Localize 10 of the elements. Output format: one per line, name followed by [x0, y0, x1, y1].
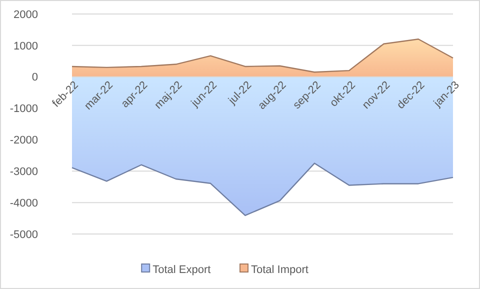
y-tick-label: -2000	[10, 134, 38, 147]
y-tick-label: 1000	[14, 40, 38, 52]
y-tick-label: -3000	[10, 166, 38, 178]
y-tick-label: -1000	[10, 103, 38, 116]
y-tick-label: -4000	[10, 197, 38, 210]
y-tick-label: 0	[32, 72, 38, 84]
legend-label: Total Import	[251, 264, 308, 276]
y-tick-label: -5000	[10, 228, 38, 241]
legend-label: Total Export	[152, 264, 211, 276]
y-tick-label: 2000	[14, 8, 38, 21]
